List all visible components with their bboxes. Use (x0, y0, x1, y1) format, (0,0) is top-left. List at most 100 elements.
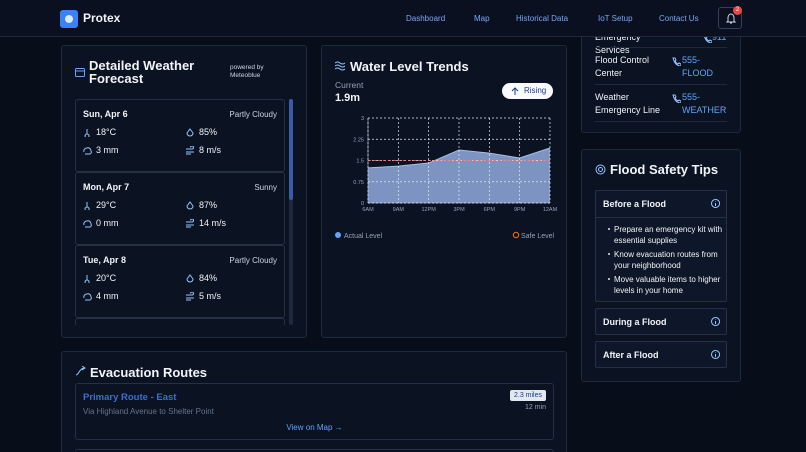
day-condition: Sunny (254, 183, 277, 192)
day-card: Mon, Apr 7 Sunny 29°C 87% 0 mm 14 m/s (75, 172, 285, 245)
tip-bullet (608, 228, 610, 230)
trend-text: Rising (524, 86, 547, 95)
route-item: Primary Route - East Via Highland Avenue … (75, 383, 554, 440)
tip-section-title[interactable]: During a Flood (603, 317, 667, 327)
wind-icon (186, 292, 194, 301)
humidity-icon (186, 274, 194, 283)
y-tick-label: 0.75 (353, 180, 364, 186)
route-item-next (75, 449, 554, 452)
x-tick-label: 9PM (514, 207, 526, 213)
contact-divider (595, 121, 727, 122)
route-name[interactable]: Primary Route - East (83, 392, 177, 403)
legend-label: Safe Level (521, 233, 555, 240)
humidity-icon (186, 201, 194, 210)
weather-title: Detailed Weather Forecast (89, 58, 195, 86)
legend-label: Actual Level (344, 233, 383, 240)
nav-link[interactable]: Map (474, 14, 490, 23)
info-icon (711, 350, 720, 359)
evacuation-card (61, 351, 567, 452)
nav-bar (0, 0, 806, 37)
tip-divider (596, 217, 726, 218)
x-tick-label: 9AM (393, 207, 405, 213)
tip-section: After a Flood (595, 341, 727, 368)
lifebuoy-icon (595, 164, 606, 175)
phone-icon (672, 94, 681, 103)
contact-number[interactable]: 911 (712, 32, 727, 42)
day-card (75, 318, 285, 325)
precipitation-icon (83, 293, 92, 301)
day-temperature: 18°C (96, 127, 117, 137)
route-action[interactable]: View on Map → (286, 423, 343, 432)
day-name: Sun, Apr 6 (83, 109, 128, 119)
scrollbar-thumb[interactable] (289, 99, 293, 200)
logo[interactable] (60, 10, 78, 28)
precipitation-icon (83, 147, 92, 155)
temperature-icon (84, 202, 90, 210)
bell-icon (726, 13, 736, 24)
x-tick-label: 12AM (543, 207, 558, 213)
logo-dot (65, 15, 73, 23)
calendar-icon (75, 68, 85, 77)
day-precipitation: 0 mm (96, 218, 119, 228)
info-icon (711, 199, 720, 208)
temperature-icon (84, 129, 90, 137)
nav-link[interactable]: Historical Data (516, 14, 569, 23)
current-value: 1.9m (335, 92, 361, 104)
precipitation-icon (83, 220, 92, 228)
y-tick-label: 0 (361, 201, 364, 207)
tip-section: Before a Flood Prepare an emergency kit w… (595, 190, 727, 302)
day-wind: 14 m/s (199, 218, 227, 228)
tip-section-title[interactable]: After a Flood (603, 350, 659, 360)
day-temperature: 20°C (96, 273, 117, 283)
weather-card (61, 45, 307, 338)
powered-by: powered by Meteoblue (230, 64, 264, 79)
route-icon (75, 366, 86, 376)
day-humidity: 84% (199, 273, 218, 283)
contact-name: Weather Emergency Line (595, 92, 661, 115)
nav-link[interactable]: IoT Setup (598, 14, 633, 23)
y-tick-label: 1.5 (356, 159, 364, 165)
phone-icon (672, 57, 681, 66)
temperature-icon (84, 275, 90, 283)
info-icon (711, 317, 720, 326)
nav-link[interactable]: Contact Us (659, 14, 699, 23)
day-humidity: 85% (199, 127, 218, 137)
legend-swatch (335, 232, 341, 238)
nav-link[interactable]: Dashboard (406, 14, 446, 23)
brand[interactable]: Protex (83, 11, 121, 25)
waves-icon (335, 61, 346, 71)
water-title: Water Level Trends (350, 59, 469, 74)
contact-number[interactable]: 555-WEATHER (682, 92, 727, 115)
x-tick-label: 12PM (421, 207, 436, 213)
tip-section-title[interactable]: Before a Flood (603, 199, 667, 209)
legend-swatch (512, 231, 520, 239)
forecast-list: Sun, Apr 6 Partly Cloudy 18°C 85% 3 mm 8 m/s M… (75, 99, 285, 325)
y-tick-label: 3 (361, 116, 364, 122)
evacuation-title: Evacuation Routes (90, 365, 208, 380)
day-wind: 8 m/s (199, 145, 222, 155)
humidity-icon (186, 128, 194, 137)
day-wind: 5 m/s (199, 291, 222, 301)
route-via: Via Highland Avenue to Shelter Point (83, 407, 214, 416)
water-chart: 0 0.75 1.5 2.25 3 6AM 9AM 12PM 3PM 6PM 9PM 12AM Actu… (335, 116, 558, 240)
contact-name: Emergency Services (595, 32, 641, 55)
day-card: Sun, Apr 6 Partly Cloudy 18°C 85% 3 mm 8 m/s (75, 99, 285, 172)
wind-icon (186, 219, 194, 228)
y-tick-label: 2.25 (353, 137, 364, 143)
notification-button[interactable]: 2 (718, 6, 742, 29)
tip-bullet (608, 278, 610, 280)
tips-title: Flood Safety Tips (610, 162, 719, 177)
scrollbar-track (289, 99, 293, 325)
tip-item: Move valuable items to higher levels in … (614, 275, 721, 295)
day-card: Tue, Apr 8 Partly Cloudy 20°C 84% 4 mm 5 m/s (75, 245, 285, 318)
contact-number[interactable]: 555-FLOOD (682, 55, 714, 78)
day-name: Mon, Apr 7 (83, 182, 130, 192)
day-precipitation: 4 mm (96, 291, 119, 301)
notification-badge: 2 (733, 6, 742, 15)
trend-badge: Rising (502, 83, 553, 99)
day-name: Tue, Apr 8 (83, 255, 127, 265)
tip-item: Prepare an emergency kit with essential … (614, 225, 723, 245)
arrow-up-icon (511, 87, 519, 95)
current-label: Current (335, 80, 364, 90)
